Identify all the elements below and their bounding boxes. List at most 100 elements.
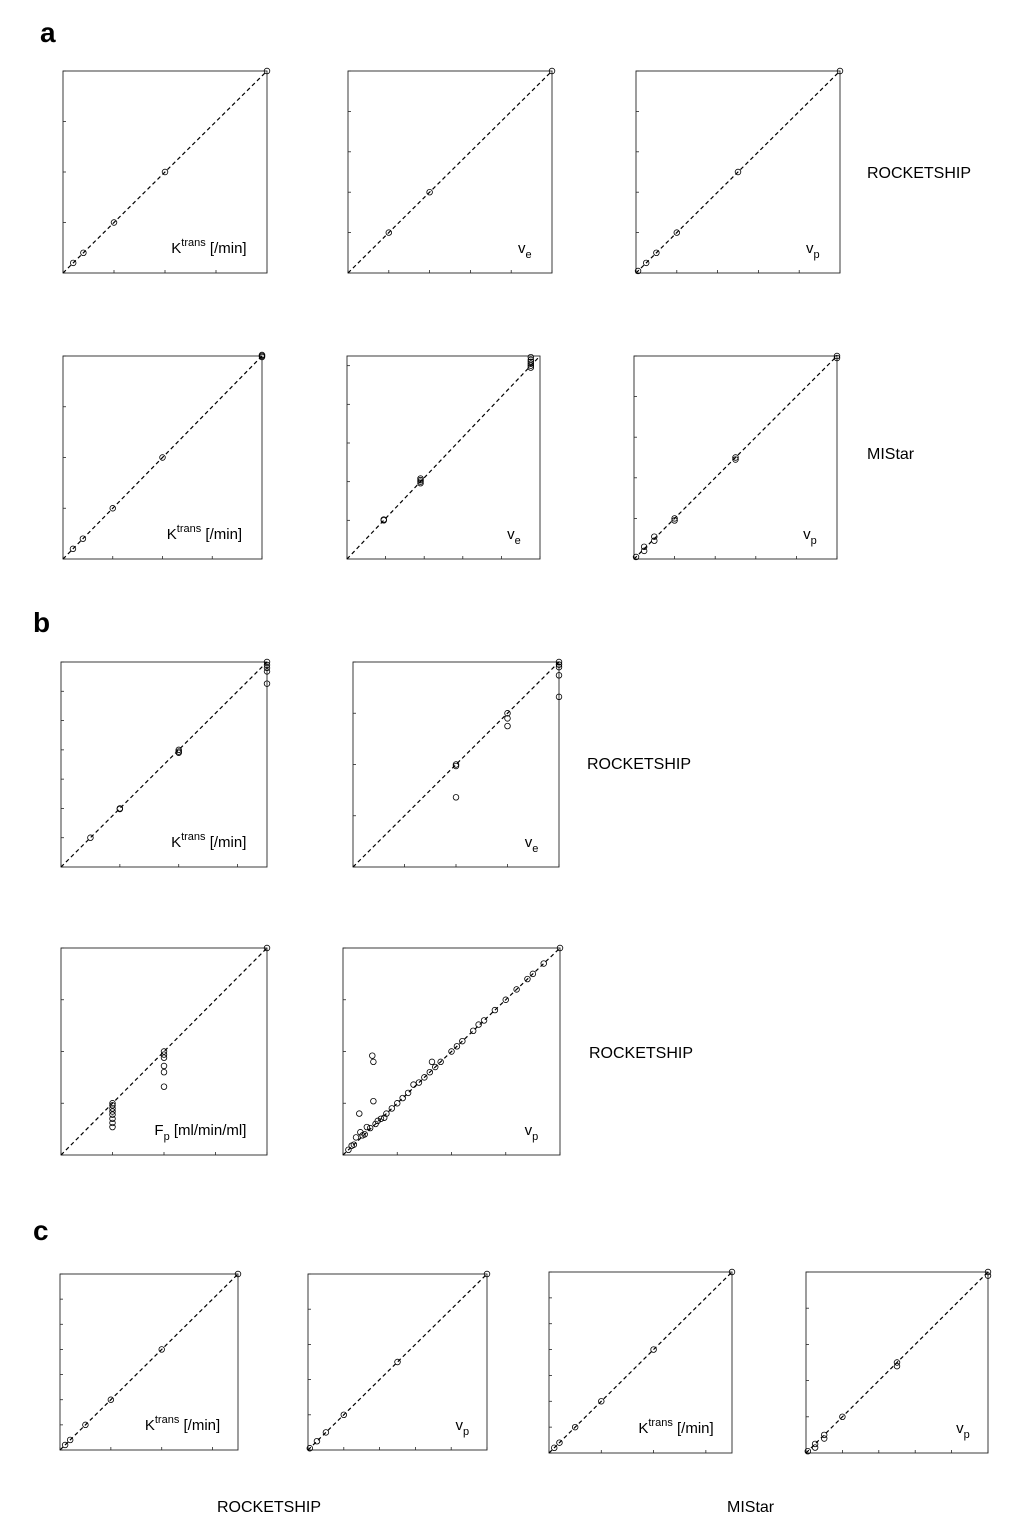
identity-line bbox=[347, 70, 553, 274]
data-point bbox=[643, 259, 650, 267]
parameter-subscript: e bbox=[515, 535, 521, 547]
identity-line bbox=[346, 355, 541, 560]
data-point bbox=[426, 188, 433, 196]
data-point bbox=[234, 1270, 242, 1278]
data-point bbox=[651, 537, 658, 544]
scatter-plot-8: ve bbox=[352, 658, 563, 868]
data-point bbox=[634, 267, 642, 275]
parameter-unit: [/min] bbox=[201, 526, 242, 543]
plot-frame bbox=[59, 1273, 239, 1451]
parameter-label: vp bbox=[956, 1420, 970, 1441]
data-point bbox=[69, 259, 77, 267]
parameter-superscript: trans bbox=[181, 237, 206, 249]
data-point bbox=[504, 715, 511, 722]
scatter-plot-10: vp bbox=[342, 944, 564, 1156]
data-point bbox=[555, 658, 563, 666]
parameter-label: vp bbox=[806, 240, 820, 261]
data-point bbox=[728, 1268, 736, 1276]
parameter-subscript: e bbox=[525, 249, 531, 261]
data-point bbox=[836, 67, 844, 75]
parameter-subscript: p bbox=[164, 1131, 170, 1143]
data-point bbox=[404, 1089, 412, 1097]
data-point bbox=[377, 1115, 385, 1122]
data-point bbox=[540, 960, 547, 967]
data-point bbox=[374, 1117, 381, 1125]
scatter-plot-1: Ktrans [/min] bbox=[62, 67, 271, 274]
data-point bbox=[116, 805, 124, 813]
scatter-plot-6: vp bbox=[632, 352, 841, 561]
data-point bbox=[361, 1131, 368, 1138]
data-point bbox=[370, 1058, 377, 1066]
data-point bbox=[160, 1051, 168, 1058]
data-point bbox=[109, 505, 116, 512]
parameter-subscript: p bbox=[813, 249, 819, 261]
data-point bbox=[428, 1058, 436, 1066]
parameter-subscript: p bbox=[811, 535, 817, 547]
data-point bbox=[160, 1062, 168, 1070]
parameter-subscript: e bbox=[532, 843, 538, 855]
data-point bbox=[109, 1102, 116, 1109]
panel-letter-b: b bbox=[33, 607, 50, 638]
data-point bbox=[399, 1094, 406, 1102]
parameter-symbol: v bbox=[455, 1417, 463, 1434]
data-point bbox=[175, 748, 182, 755]
panel-letter-a: a bbox=[40, 17, 56, 48]
identity-line bbox=[342, 947, 561, 1156]
parameter-superscript: trans bbox=[155, 1414, 180, 1426]
scatter-plot-7: Ktrans [/min] bbox=[60, 658, 271, 868]
scatter-plot-14: vp bbox=[804, 1268, 992, 1455]
data-point bbox=[524, 975, 531, 983]
data-point bbox=[160, 1083, 168, 1090]
parameter-symbol: v bbox=[525, 834, 533, 851]
data-point bbox=[258, 351, 266, 359]
row-label-mistar-c: MIStar bbox=[727, 1499, 775, 1516]
parameter-label: Ktrans [/min] bbox=[171, 831, 246, 851]
data-point bbox=[388, 1105, 396, 1112]
parameter-symbol: v bbox=[956, 1420, 964, 1437]
data-point bbox=[69, 545, 77, 553]
data-point bbox=[263, 661, 271, 669]
scatter-plot-9: Fp [ml/min/ml] bbox=[60, 944, 271, 1156]
data-point bbox=[453, 1043, 461, 1050]
data-point bbox=[109, 1108, 116, 1115]
data-point bbox=[421, 1074, 428, 1081]
parameter-label: vp bbox=[803, 526, 817, 547]
data-point bbox=[893, 1362, 901, 1370]
data-point bbox=[513, 986, 520, 993]
row-label-rocketship-b2: ROCKETSHIP bbox=[589, 1045, 693, 1062]
scatter-plot-12: vp bbox=[306, 1270, 491, 1452]
parameter-symbol: v bbox=[525, 1122, 533, 1139]
scatter-plot-3: vp bbox=[634, 67, 844, 275]
data-point bbox=[483, 1270, 491, 1278]
identity-line bbox=[805, 1271, 989, 1454]
data-point bbox=[394, 1358, 401, 1366]
data-point bbox=[527, 353, 535, 361]
data-point bbox=[322, 1429, 330, 1436]
parameter-label: Ktrans [/min] bbox=[167, 523, 242, 543]
data-point bbox=[385, 229, 392, 236]
data-point bbox=[556, 944, 564, 952]
parameter-label: Fp [ml/min/ml] bbox=[154, 1122, 246, 1143]
data-point bbox=[263, 680, 271, 687]
data-point bbox=[527, 356, 535, 364]
data-point bbox=[356, 1110, 363, 1117]
data-point bbox=[350, 1141, 358, 1148]
parameter-label: ve bbox=[525, 834, 539, 855]
parameter-label: vp bbox=[525, 1122, 539, 1143]
data-point bbox=[79, 535, 87, 542]
data-point bbox=[363, 1123, 371, 1131]
data-point bbox=[313, 1437, 321, 1445]
data-point bbox=[833, 354, 841, 362]
parameter-subscript: p bbox=[532, 1131, 538, 1143]
data-point bbox=[732, 454, 739, 461]
panel-letter-c: c bbox=[33, 1215, 49, 1246]
scatter-plot-5: ve bbox=[346, 353, 541, 560]
data-point bbox=[426, 1068, 433, 1076]
data-point bbox=[653, 249, 660, 256]
parameter-subscript: p bbox=[964, 1429, 970, 1441]
data-point bbox=[671, 515, 678, 522]
data-point bbox=[380, 516, 387, 523]
parameter-label: Ktrans [/min] bbox=[171, 237, 246, 257]
data-point bbox=[263, 67, 271, 75]
parameter-symbol: K bbox=[171, 834, 181, 851]
